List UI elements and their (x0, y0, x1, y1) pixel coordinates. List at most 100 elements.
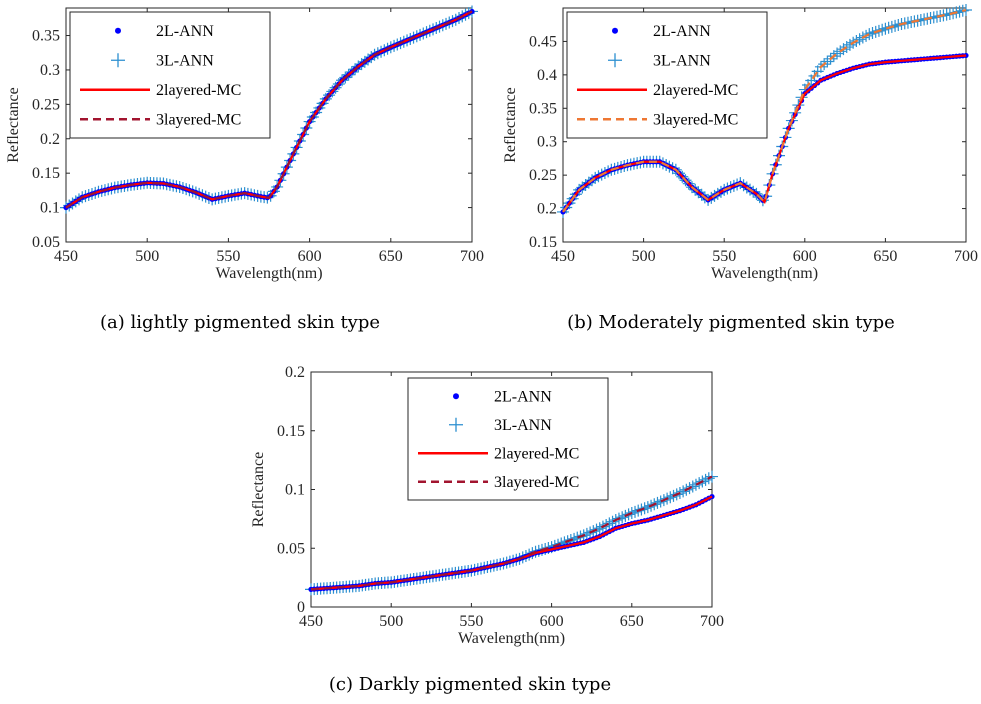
y-tick-label: 0.15 (277, 423, 305, 440)
y-tick-label: 0.05 (32, 234, 60, 251)
series-point-3l-ann (593, 522, 606, 535)
legend-marker-dot (453, 393, 459, 400)
x-tick-label: 700 (700, 613, 724, 630)
legend-marker-dot (115, 27, 121, 34)
y-tick-label: 0.2 (285, 364, 305, 381)
y-tick-label: 0.25 (529, 167, 557, 184)
chart-panel-a: 450 500 550 600 650 700 0.05 0.1 0.15 0.2 0.25 0.3 0… (5, 5, 484, 333)
legend-box (566, 11, 768, 139)
series-point-3l-ann (876, 23, 889, 36)
legend-label: 3layered-MC (653, 111, 738, 128)
series-point-3l-ann (651, 496, 664, 509)
series-point-3l-ann (706, 470, 718, 483)
x-tick-label: 600 (793, 248, 817, 265)
series-point-2l-ann (963, 52, 969, 59)
series-point-3l-ann (580, 527, 593, 540)
y-tick-label: 0.05 (277, 540, 305, 557)
figure-caption: (a) lightly pigmented skin type (100, 312, 380, 333)
x-tick-label: 700 (954, 248, 978, 265)
y-tick-label: 0.15 (32, 165, 60, 182)
legend-label: 2layered-MC (494, 445, 579, 462)
series-point-3l-ann (866, 27, 879, 40)
x-tick-label: 550 (216, 248, 240, 265)
x-tick-label: 600 (298, 248, 322, 265)
y-tick-label: 0.35 (529, 100, 557, 117)
legend-marker-plus (111, 53, 125, 68)
legend-label: 3L-ANN (653, 52, 711, 69)
legend-label: 3layered-MC (494, 474, 579, 491)
legend-label: 2layered-MC (156, 82, 241, 99)
legend-label: 3L-ANN (494, 417, 552, 434)
legend-label: 3layered-MC (156, 111, 241, 128)
x-tick-label: 450 (54, 248, 78, 265)
chart-panel-c: 450 500 550 600 650 700 0 0.05 0.1 0.15 0.2 Wavelen… (250, 364, 724, 695)
legend-label: 2L-ANN (653, 23, 711, 40)
series-point-3l-ann (879, 22, 892, 35)
legend-marker-plus (608, 53, 622, 68)
series-point-3l-ann (603, 517, 616, 530)
y-axis-label: Reflectance (502, 87, 519, 163)
figure-caption: (b) Moderately pigmented skin type (567, 312, 895, 333)
x-tick-label: 550 (459, 613, 483, 630)
series-point-3l-ann (606, 515, 619, 528)
legend-label: 2L-ANN (156, 23, 214, 40)
x-tick-label: 650 (379, 248, 403, 265)
x-axis-label: Wavelength(nm) (711, 265, 818, 282)
x-tick-label: 650 (620, 613, 644, 630)
series-point-3l-ann (840, 41, 853, 54)
x-tick-label: 600 (540, 613, 564, 630)
series-point-3l-ann (853, 33, 866, 46)
x-tick-label: 550 (712, 248, 736, 265)
y-tick-label: 0.1 (40, 200, 60, 217)
series-point-3l-ann (664, 491, 677, 504)
y-tick-label: 0.1 (285, 482, 305, 499)
series-point-3l-ann (686, 480, 699, 493)
y-tick-label: 0 (297, 599, 305, 616)
x-tick-label: 650 (873, 248, 897, 265)
x-tick-label: 700 (460, 248, 484, 265)
x-axis-label: Wavelength(nm) (215, 265, 322, 282)
legend-box (407, 377, 609, 501)
series-point-3l-ann (677, 485, 690, 498)
y-tick-label: 0.15 (529, 234, 557, 251)
y-tick-label: 0.4 (537, 67, 557, 84)
y-axis-label: Reflectance (5, 87, 22, 163)
x-axis-label: Wavelength(nm) (458, 630, 565, 647)
x-tick-label: 450 (299, 613, 323, 630)
series-point-3l-ann (616, 511, 629, 524)
legend-marker-plus (449, 417, 463, 432)
legend-label: 3L-ANN (156, 52, 214, 69)
series-point-3l-ann (638, 502, 651, 515)
y-tick-label: 0.45 (529, 33, 557, 50)
legend-label: 2layered-MC (653, 82, 738, 99)
legend-label: 2L-ANN (494, 388, 552, 405)
series-point-3l-ann (843, 38, 856, 51)
figure-caption: (c) Darkly pigmented skin type (329, 674, 611, 695)
y-tick-label: 0.2 (537, 201, 557, 218)
y-tick-label: 0.3 (537, 134, 557, 151)
series-point-3l-ann (831, 47, 844, 60)
legend-box (69, 11, 271, 139)
series-point-3l-ann (629, 505, 642, 518)
x-tick-label: 500 (379, 613, 403, 630)
series-line-3layered-mc (65, 10, 473, 209)
series-point-3l-ann (821, 55, 834, 68)
series-point-3l-ann (654, 495, 667, 508)
series-point-3l-ann (889, 19, 902, 32)
series-line-3layered-mc (562, 8, 967, 213)
y-tick-label: 0.35 (32, 28, 60, 45)
series-point-3l-ann (689, 478, 702, 491)
legend-marker-dot (612, 27, 618, 34)
series-point-3l-ann (641, 501, 654, 514)
y-tick-label: 0.25 (32, 96, 60, 113)
y-axis-label: Reflectance (250, 452, 267, 528)
series-line-3layered-mc (310, 475, 713, 591)
x-tick-label: 500 (632, 248, 656, 265)
y-tick-label: 0.2 (40, 131, 60, 148)
y-tick-label: 0.3 (40, 62, 60, 79)
x-tick-label: 500 (135, 248, 159, 265)
series-point-3l-ann (699, 473, 712, 486)
chart-panel-b: 450 500 550 600 650 700 0.15 0.2 0.25 0.3 0.35 0.4 0… (502, 4, 978, 333)
series-point-3l-ann (863, 28, 876, 41)
